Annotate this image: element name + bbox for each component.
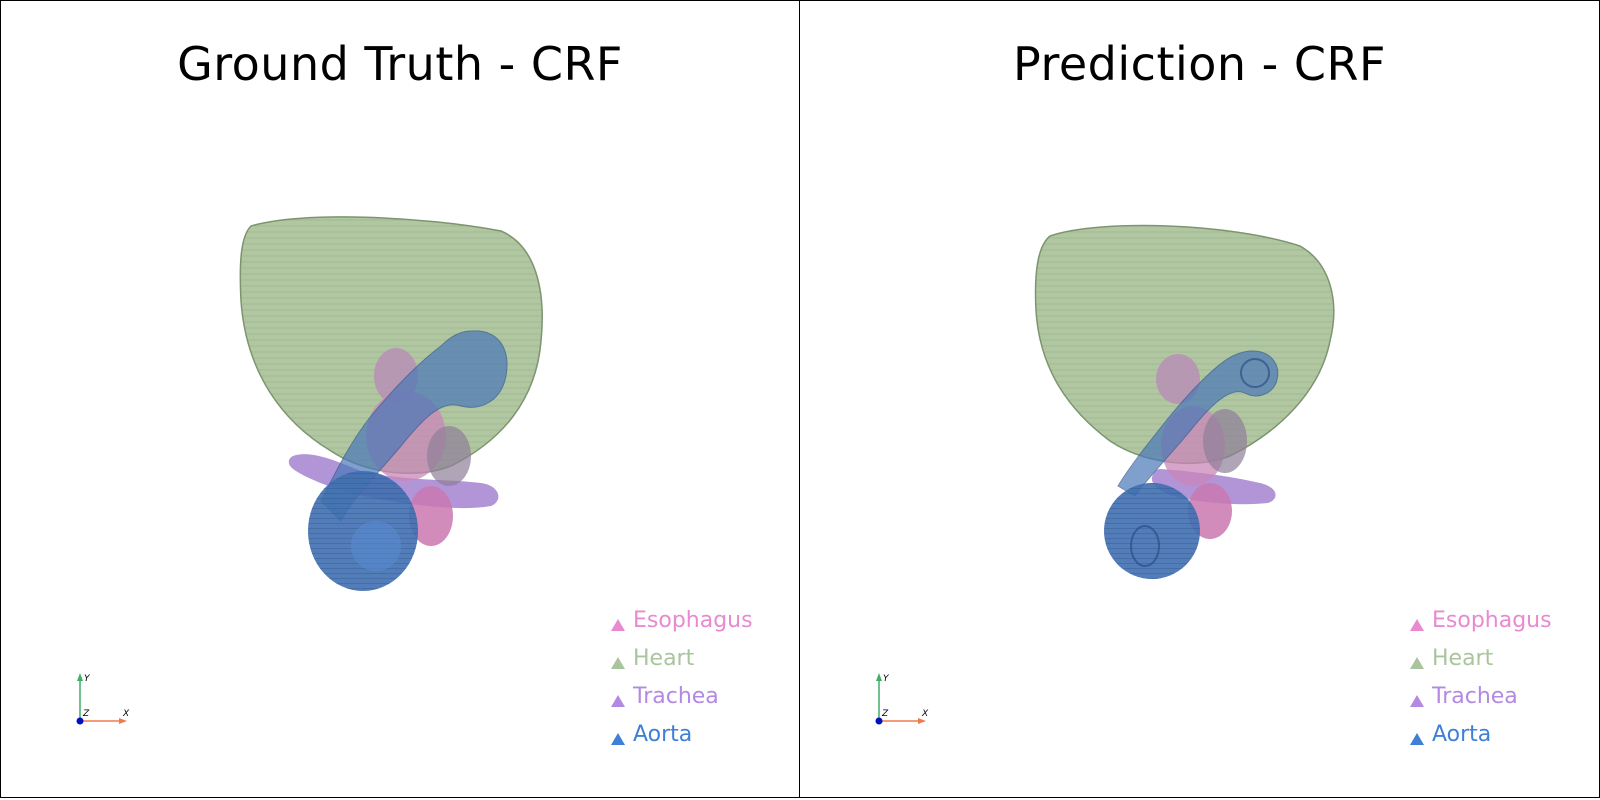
legend-item-trachea: Trachea [1410,677,1552,715]
ground-truth-3d-render [239,216,543,591]
legend-item-aorta: Aorta [611,715,753,753]
triangle-icon [611,695,625,707]
axis-y-label: Y [84,674,91,684]
axis-y-label: Y [883,674,890,684]
triangle-icon [1410,619,1424,631]
heart-mesh [239,216,543,474]
legend-label: Heart [633,645,695,671]
legend-label: Heart [1432,645,1494,671]
aorta-mesh [308,330,508,591]
legend-item-trachea: Trachea [611,677,753,715]
legend: Esophagus Heart Trachea Aorta [1410,601,1552,753]
legend-label: Aorta [1432,721,1492,747]
legend-item-esophagus: Esophagus [1410,601,1552,639]
legend-item-heart: Heart [1410,639,1552,677]
legend-label: Esophagus [633,607,753,633]
triangle-icon [611,733,625,745]
aorta-mesh [1104,350,1279,579]
legend-label: Trachea [1432,683,1518,709]
triangle-icon [1410,695,1424,707]
legend-item-heart: Heart [611,639,753,677]
legend-label: Esophagus [1432,607,1552,633]
legend-label: Trachea [633,683,719,709]
triangle-icon [611,657,625,669]
legend-label: Aorta [633,721,693,747]
panel-title: Prediction - CRF [1013,37,1386,91]
prediction-3d-render [1034,224,1335,579]
orientation-axes: Y X Z [76,673,130,725]
legend-item-esophagus: Esophagus [611,601,753,639]
panel-title: Ground Truth - CRF [177,37,623,91]
legend-item-aorta: Aorta [1410,715,1552,753]
heart-mesh [1034,224,1335,464]
triangle-icon [1410,733,1424,745]
triangle-icon [1410,657,1424,669]
axis-z-label: Z [881,709,889,719]
axis-x-label: X [921,709,929,719]
triangle-icon [611,619,625,631]
legend: Esophagus Heart Trachea Aorta [611,601,753,753]
prediction-panel: Prediction - CRF [799,0,1600,798]
ground-truth-panel: Ground Truth - CRF [0,0,800,798]
orientation-axes: Y X Z [875,673,929,725]
axis-z-label: Z [82,709,90,719]
axis-x-label: X [122,709,130,719]
